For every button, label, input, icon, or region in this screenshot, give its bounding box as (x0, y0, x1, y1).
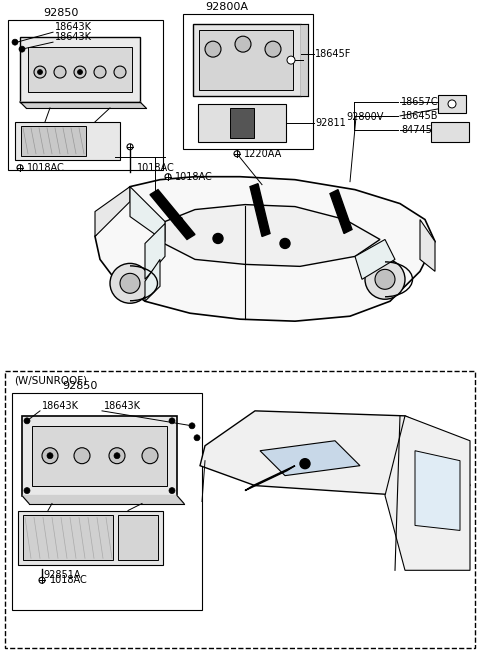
Text: 1018AC: 1018AC (137, 163, 175, 173)
Text: 1018AC: 1018AC (175, 172, 213, 182)
Circle shape (47, 453, 53, 459)
Circle shape (169, 418, 175, 424)
Circle shape (205, 41, 221, 57)
Polygon shape (150, 190, 195, 239)
Bar (183, 14, 313, 149)
Polygon shape (420, 220, 435, 272)
Circle shape (142, 448, 158, 464)
Polygon shape (22, 495, 184, 504)
Text: 92850: 92850 (43, 9, 78, 18)
Circle shape (74, 66, 86, 78)
Circle shape (114, 66, 126, 78)
Bar (12, 393, 202, 610)
Text: 1018AC: 1018AC (27, 163, 65, 173)
Polygon shape (95, 176, 435, 321)
Circle shape (235, 36, 251, 52)
Circle shape (169, 487, 175, 493)
Polygon shape (385, 416, 470, 570)
Circle shape (24, 487, 30, 493)
Polygon shape (415, 451, 460, 531)
Polygon shape (355, 239, 395, 279)
Text: 1220AA: 1220AA (244, 149, 282, 159)
Bar (198, 104, 286, 142)
Bar (21, 126, 86, 155)
Circle shape (39, 577, 45, 583)
Circle shape (34, 66, 46, 78)
Circle shape (234, 151, 240, 157)
Polygon shape (260, 441, 360, 476)
Circle shape (280, 239, 290, 249)
Polygon shape (330, 190, 352, 234)
Circle shape (37, 70, 43, 75)
Bar (15, 122, 120, 160)
Text: 92800A: 92800A (205, 2, 248, 12)
Bar (8, 20, 163, 170)
Text: 92851A: 92851A (43, 570, 81, 581)
Circle shape (74, 448, 90, 464)
Circle shape (42, 448, 58, 464)
Bar (28, 47, 132, 92)
Text: 18645B: 18645B (401, 111, 439, 121)
Circle shape (24, 418, 30, 424)
Bar (438, 95, 466, 113)
Circle shape (365, 259, 405, 299)
Bar (20, 37, 140, 102)
Circle shape (19, 46, 25, 52)
Text: 1018AC: 1018AC (50, 575, 88, 585)
Bar (22, 416, 177, 495)
Circle shape (194, 435, 200, 441)
Text: 92811: 92811 (315, 118, 346, 128)
Text: 92800V: 92800V (346, 112, 384, 122)
Circle shape (189, 423, 195, 429)
Polygon shape (20, 102, 146, 108)
Circle shape (448, 100, 456, 108)
Polygon shape (160, 205, 380, 266)
Bar (23, 516, 113, 560)
Text: 84745D: 84745D (401, 125, 440, 135)
Bar (431, 122, 469, 142)
Polygon shape (250, 184, 270, 236)
Text: 18645F: 18645F (315, 49, 351, 59)
Bar (118, 516, 158, 560)
Circle shape (265, 41, 281, 57)
Bar (230, 108, 254, 138)
Bar (18, 510, 163, 565)
Circle shape (120, 274, 140, 293)
Circle shape (375, 270, 395, 289)
Polygon shape (145, 259, 160, 301)
Circle shape (110, 263, 150, 303)
Bar (193, 24, 301, 96)
Text: 92850: 92850 (62, 381, 97, 391)
Polygon shape (200, 411, 470, 495)
Circle shape (127, 144, 133, 150)
Text: 18643K: 18643K (55, 32, 92, 42)
Text: 18643K: 18643K (55, 22, 92, 32)
Circle shape (77, 70, 83, 75)
Text: 18657C: 18657C (401, 97, 439, 107)
Bar (32, 426, 167, 485)
Polygon shape (130, 187, 165, 241)
Circle shape (12, 39, 18, 45)
Circle shape (54, 66, 66, 78)
Polygon shape (95, 187, 130, 236)
Circle shape (17, 165, 23, 171)
Circle shape (300, 459, 310, 468)
Text: 18643K: 18643K (104, 401, 141, 411)
Circle shape (94, 66, 106, 78)
Circle shape (287, 56, 295, 64)
Text: (W/SUNROOF): (W/SUNROOF) (14, 376, 87, 386)
Text: 18643K: 18643K (42, 401, 79, 411)
Circle shape (109, 448, 125, 464)
Circle shape (114, 453, 120, 459)
Polygon shape (301, 24, 308, 96)
Polygon shape (245, 466, 295, 491)
Bar (5, 371, 475, 648)
Polygon shape (145, 224, 165, 279)
Bar (199, 30, 293, 90)
Circle shape (213, 234, 223, 243)
Circle shape (165, 174, 171, 180)
